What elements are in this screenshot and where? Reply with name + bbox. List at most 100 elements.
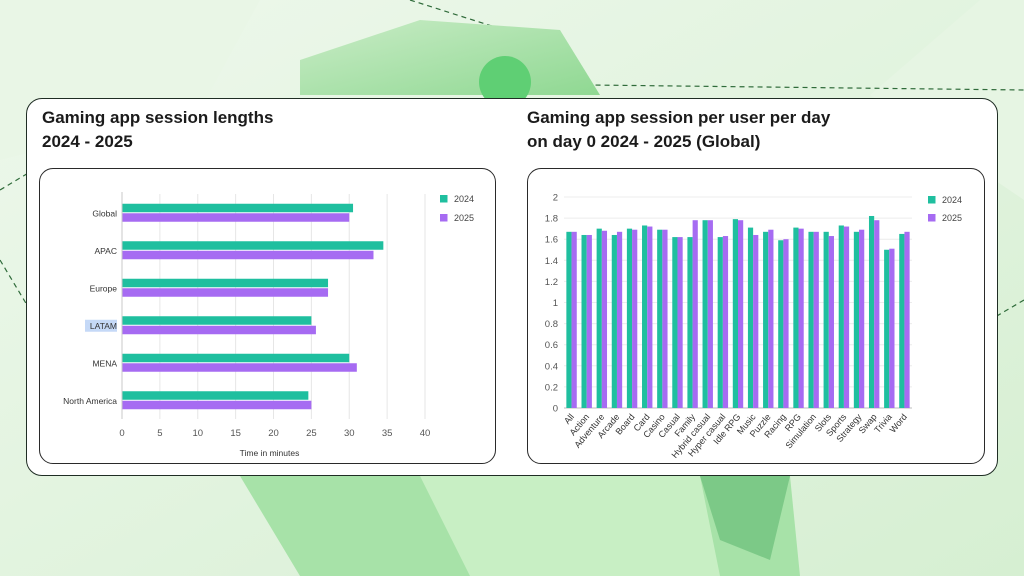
bar-2025 <box>828 236 834 408</box>
legend-label-2024: 2024 <box>942 195 962 205</box>
bar-2024 <box>823 231 829 408</box>
phone-bottom-light <box>420 476 720 576</box>
bar-2025 <box>859 229 865 408</box>
bar-2024 <box>899 233 905 408</box>
label-highlight <box>85 319 117 332</box>
sessions-per-user-chart-panel: 0 0.2 0.4 0.6 0.8 1 1.2 1.4 1.6 1.8 2 All Action Adve… <box>527 168 985 464</box>
y-tick-label: 0 <box>553 404 558 415</box>
x-category-label: All <box>562 412 576 426</box>
bar-2024 <box>657 229 663 408</box>
y-category-label: Global <box>92 208 117 218</box>
charts-card: Gaming app session lengths 2024 - 2025 G… <box>26 98 998 476</box>
bar-2024 <box>626 228 633 408</box>
bar-2025 <box>798 228 804 408</box>
legend-swatch-2025 <box>440 214 448 222</box>
y-tick-label: 1.4 <box>545 256 558 267</box>
y-category-label: Europe <box>90 283 118 293</box>
bar-2025 <box>874 220 880 408</box>
bar-2024 <box>732 219 738 408</box>
bar-2024 <box>566 231 572 408</box>
bar-2025 <box>122 363 357 372</box>
bar-2025 <box>662 229 668 408</box>
y-tick-label: 0.8 <box>545 319 558 330</box>
y-tick-label: 0.2 <box>545 382 558 393</box>
bar-2025 <box>122 213 350 222</box>
y-tick-label: 2 <box>553 193 558 204</box>
x-tick-label: 5 <box>157 428 162 439</box>
bg-dashed-line <box>0 259 31 311</box>
bar-2024 <box>122 203 354 213</box>
bar-2024 <box>884 249 890 408</box>
bar-2024 <box>747 227 754 408</box>
bar-2025 <box>753 234 759 408</box>
bar-2024 <box>793 227 799 408</box>
bar-2024 <box>702 220 708 408</box>
bar-2024 <box>122 316 312 325</box>
y-tick-label: 0.6 <box>545 340 558 351</box>
legend-label-2025: 2025 <box>454 213 474 223</box>
bar-2025 <box>707 220 713 408</box>
bar-2025 <box>122 288 329 297</box>
sessions-per-user-chart: 00.20.40.60.811.21.41.61.82AllActionAdve… <box>545 193 962 461</box>
legend-swatch-2024 <box>440 195 448 203</box>
x-tick-label: 35 <box>382 428 393 439</box>
bar-2025 <box>722 236 729 408</box>
y-tick-label: 1 <box>553 298 558 309</box>
x-tick-label: 0 <box>119 428 124 439</box>
y-tick-label: 1.8 <box>545 214 558 225</box>
session-lengths-chart-panel: 0 5 10 15 20 25 30 35 40 Global APAC Europe LATAM MEN… <box>39 168 496 464</box>
bar-2025 <box>571 231 577 408</box>
bar-2024 <box>611 234 617 408</box>
x-axis-title: Time in minutes <box>240 448 300 458</box>
bar-2025 <box>122 400 312 410</box>
bar-2024 <box>868 215 875 408</box>
x-tick-label: 20 <box>268 428 279 439</box>
bar-2024 <box>717 237 723 408</box>
bar-2024 <box>838 225 844 408</box>
chart-title-sessions-per-user: Gaming app session per user per day on d… <box>527 108 831 151</box>
bar-2025 <box>904 231 910 408</box>
legend-label-2025: 2025 <box>942 213 962 223</box>
bar-2025 <box>768 229 774 408</box>
bar-2025 <box>122 250 374 260</box>
bar-2024 <box>808 231 814 408</box>
y-category-label: APAC <box>94 246 117 256</box>
bar-2025 <box>843 226 850 408</box>
x-category-label: Word <box>888 412 909 435</box>
bar-2025 <box>677 237 683 408</box>
bar-2025 <box>616 231 623 408</box>
x-tick-label: 40 <box>420 428 431 439</box>
bar-2025 <box>586 234 592 408</box>
bar-2024 <box>778 240 784 408</box>
bar-2024 <box>596 228 602 408</box>
bar-2025 <box>783 239 789 408</box>
bar-2025 <box>738 220 744 408</box>
y-tick-label: 1.2 <box>545 277 558 288</box>
bar-2025 <box>601 230 608 408</box>
bar-2025 <box>122 325 316 335</box>
phone-edge <box>700 476 790 560</box>
y-category-label: North America <box>63 396 117 406</box>
bar-2024 <box>763 231 769 408</box>
phone-logo <box>479 56 531 108</box>
bar-2024 <box>122 241 384 250</box>
bar-2025 <box>813 231 819 408</box>
x-tick-label: 10 <box>192 428 203 439</box>
bar-2025 <box>692 220 698 408</box>
bar-2024 <box>122 353 350 363</box>
y-category-label: MENA <box>92 358 117 368</box>
bar-2024 <box>122 391 309 400</box>
bar-2024 <box>853 231 860 408</box>
bar-2024 <box>581 234 587 408</box>
legend-swatch-2025 <box>928 214 936 222</box>
bar-2025 <box>889 248 895 408</box>
bg-dashed-line <box>989 299 1024 321</box>
chart-title-session-lengths: Gaming app session lengths 2024 - 2025 <box>42 108 274 151</box>
x-tick-label: 30 <box>344 428 355 439</box>
session-lengths-chart: 0 5 10 15 20 25 30 35 40GlobalAPACEuropeLATAMMEN… <box>63 192 474 458</box>
legend-label-2024: 2024 <box>454 194 474 204</box>
bar-2024 <box>687 237 693 408</box>
bar-2024 <box>672 237 678 408</box>
x-tick-label: 25 <box>306 428 317 439</box>
y-category-label: LATAM <box>90 321 117 331</box>
